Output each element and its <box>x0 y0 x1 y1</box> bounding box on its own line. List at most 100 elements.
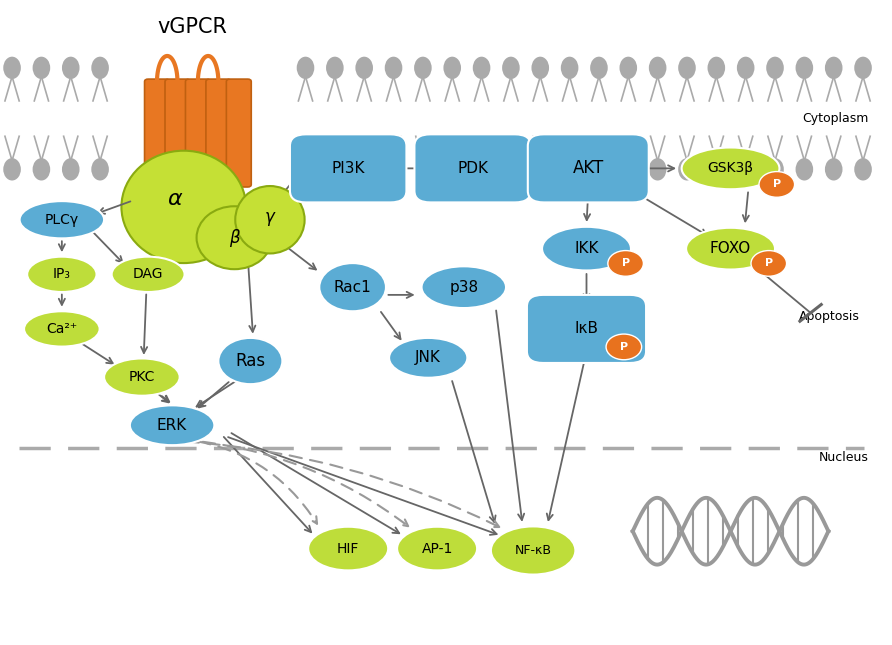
Text: Rac1: Rac1 <box>334 280 371 295</box>
Ellipse shape <box>384 57 402 79</box>
FancyBboxPatch shape <box>527 295 646 363</box>
Ellipse shape <box>355 57 373 79</box>
Ellipse shape <box>542 227 631 270</box>
Ellipse shape <box>24 312 100 346</box>
Text: PI3K: PI3K <box>332 161 365 176</box>
Ellipse shape <box>707 158 725 181</box>
Ellipse shape <box>112 257 185 292</box>
Ellipse shape <box>532 158 549 181</box>
Text: JNK: JNK <box>416 350 442 365</box>
Ellipse shape <box>62 158 79 181</box>
Ellipse shape <box>532 57 549 79</box>
Ellipse shape <box>235 186 304 253</box>
Ellipse shape <box>4 57 21 79</box>
Text: Nucleus: Nucleus <box>819 451 869 464</box>
Ellipse shape <box>4 158 21 181</box>
FancyBboxPatch shape <box>528 134 648 203</box>
Text: Cytoplasm: Cytoplasm <box>802 112 869 124</box>
Ellipse shape <box>91 57 109 79</box>
FancyBboxPatch shape <box>227 79 252 187</box>
Ellipse shape <box>389 338 467 378</box>
Ellipse shape <box>308 527 388 570</box>
Text: NF-κB: NF-κB <box>515 544 551 557</box>
Text: AKT: AKT <box>573 159 604 177</box>
Ellipse shape <box>561 158 578 181</box>
Ellipse shape <box>502 57 520 79</box>
FancyBboxPatch shape <box>165 79 190 187</box>
Ellipse shape <box>414 158 432 181</box>
Text: P: P <box>772 179 780 190</box>
Text: GSK3β: GSK3β <box>707 161 754 175</box>
Ellipse shape <box>473 158 491 181</box>
Ellipse shape <box>678 158 696 181</box>
Text: PLCγ: PLCγ <box>45 213 78 227</box>
Ellipse shape <box>326 57 343 79</box>
Ellipse shape <box>33 57 50 79</box>
Ellipse shape <box>825 57 843 79</box>
Ellipse shape <box>678 57 696 79</box>
FancyBboxPatch shape <box>290 134 407 203</box>
Ellipse shape <box>443 57 461 79</box>
Ellipse shape <box>355 158 373 181</box>
Text: vGPCR: vGPCR <box>158 17 227 37</box>
Ellipse shape <box>766 57 784 79</box>
Ellipse shape <box>414 57 432 79</box>
Ellipse shape <box>591 57 607 79</box>
Ellipse shape <box>737 158 755 181</box>
Ellipse shape <box>766 158 784 181</box>
Ellipse shape <box>737 57 755 79</box>
Ellipse shape <box>104 359 179 396</box>
Ellipse shape <box>491 526 575 575</box>
Ellipse shape <box>422 266 506 308</box>
Text: PDK: PDK <box>458 161 488 176</box>
Circle shape <box>759 172 795 197</box>
Ellipse shape <box>91 158 109 181</box>
Text: α: α <box>168 189 182 209</box>
Ellipse shape <box>855 158 871 181</box>
Ellipse shape <box>62 57 79 79</box>
Ellipse shape <box>130 405 214 445</box>
Text: HIF: HIF <box>337 542 359 555</box>
Ellipse shape <box>121 151 246 263</box>
Circle shape <box>606 334 641 360</box>
Text: Ras: Ras <box>235 352 266 370</box>
Text: DAG: DAG <box>133 267 163 281</box>
Circle shape <box>607 250 643 276</box>
Ellipse shape <box>502 158 520 181</box>
Text: IP₃: IP₃ <box>53 267 70 281</box>
Ellipse shape <box>686 228 775 270</box>
FancyBboxPatch shape <box>186 79 211 187</box>
Text: Apoptosis: Apoptosis <box>798 310 860 322</box>
Text: IKK: IKK <box>574 241 599 256</box>
Ellipse shape <box>855 57 871 79</box>
Ellipse shape <box>326 158 343 181</box>
Ellipse shape <box>796 158 814 181</box>
Ellipse shape <box>648 57 666 79</box>
Ellipse shape <box>796 57 814 79</box>
Text: AP-1: AP-1 <box>421 542 453 555</box>
Text: Ca²⁺: Ca²⁺ <box>46 322 78 336</box>
Text: β: β <box>229 229 240 247</box>
Ellipse shape <box>473 57 491 79</box>
Ellipse shape <box>27 257 96 292</box>
Ellipse shape <box>297 57 314 79</box>
Ellipse shape <box>825 158 843 181</box>
Text: P: P <box>620 342 628 352</box>
Ellipse shape <box>33 158 50 181</box>
Ellipse shape <box>591 158 607 181</box>
Text: p38: p38 <box>450 280 478 295</box>
Text: FOXO: FOXO <box>710 241 751 256</box>
Ellipse shape <box>619 158 637 181</box>
Ellipse shape <box>561 57 578 79</box>
Circle shape <box>219 338 283 384</box>
Ellipse shape <box>648 158 666 181</box>
Ellipse shape <box>196 206 272 269</box>
Ellipse shape <box>681 148 780 189</box>
Circle shape <box>319 263 386 312</box>
Ellipse shape <box>297 158 314 181</box>
Ellipse shape <box>707 57 725 79</box>
FancyBboxPatch shape <box>206 79 231 187</box>
Text: γ: γ <box>265 208 275 226</box>
Text: PKC: PKC <box>128 370 155 384</box>
Ellipse shape <box>619 57 637 79</box>
